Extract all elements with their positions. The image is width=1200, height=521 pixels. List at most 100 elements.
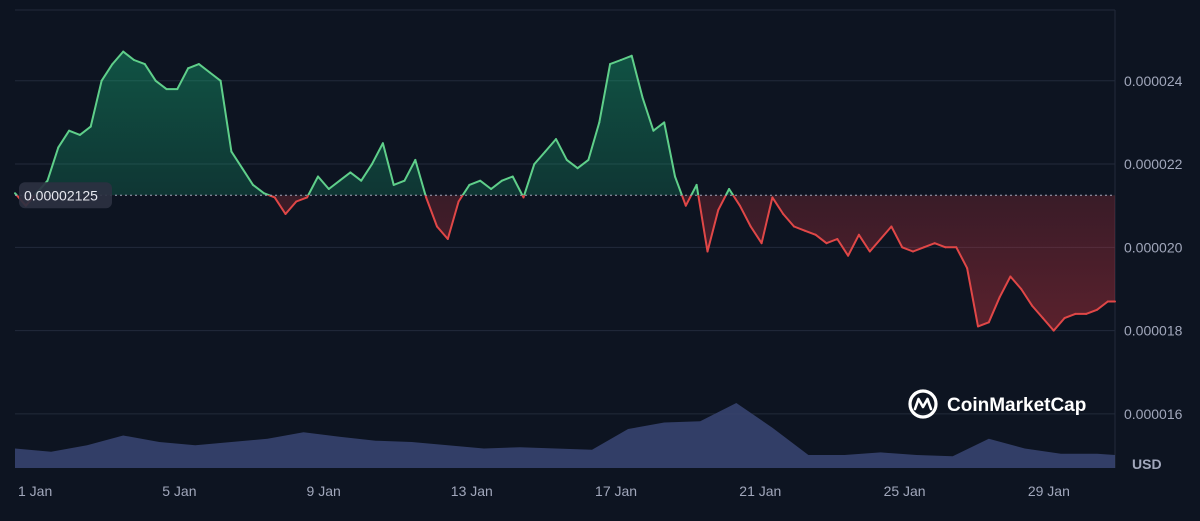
price-point [425, 196, 428, 199]
y-tick-label: 0.000024 [1124, 73, 1183, 89]
price-point [782, 213, 785, 215]
price-point [1009, 275, 1012, 278]
price-point [706, 250, 709, 253]
price-point [414, 158, 417, 161]
price-point [533, 163, 536, 166]
price-line [14, 50, 1116, 332]
x-tick-label: 21 Jan [739, 483, 781, 499]
price-point [1041, 317, 1044, 320]
price-point [262, 192, 265, 195]
price-point [1052, 329, 1055, 332]
price-point [1020, 288, 1023, 290]
price-point [46, 179, 49, 182]
price-point [933, 242, 936, 245]
price-point [1106, 300, 1109, 303]
price-point [663, 121, 666, 124]
price-point [197, 63, 200, 66]
price-point [576, 167, 579, 170]
price-point [446, 238, 449, 240]
price-point [944, 246, 947, 249]
price-point [381, 142, 384, 145]
price-point [793, 225, 795, 228]
price-point [371, 163, 373, 166]
price-point [803, 229, 806, 232]
coinmarketcap-watermark: CoinMarketCap [908, 389, 1086, 419]
price-point [133, 59, 135, 61]
price-point [295, 200, 298, 203]
price-point [555, 138, 557, 141]
price-point [154, 79, 157, 82]
volume-area [15, 403, 1115, 468]
price-point [879, 238, 882, 240]
price-point [57, 146, 60, 149]
x-tick-label: 9 Jan [307, 483, 341, 499]
price-point [403, 179, 406, 182]
baseline-label-box [19, 182, 112, 209]
price-point [695, 183, 698, 186]
price-point [479, 179, 482, 182]
price-point [1031, 304, 1033, 307]
price-point [327, 188, 330, 190]
y-axis: 0.000016 0.000018 0.000020 0.000022 0.000024… [1124, 73, 1183, 472]
price-point [273, 196, 276, 199]
price-point [457, 200, 460, 203]
price-point [338, 179, 341, 182]
price-point [966, 267, 969, 270]
price-point [674, 175, 676, 178]
price-point [349, 171, 352, 174]
price-point [89, 125, 92, 128]
price-point [392, 183, 395, 186]
price-point [500, 179, 503, 182]
price-point [619, 59, 622, 61]
price-point [847, 254, 850, 257]
price-point [230, 150, 233, 153]
price-point [1074, 312, 1077, 315]
price-point [360, 179, 363, 182]
price-point [165, 88, 168, 91]
price-point [922, 246, 925, 249]
price-point [284, 213, 287, 215]
price-point [490, 188, 493, 190]
price-point [977, 325, 979, 328]
price-point [684, 204, 687, 207]
price-point [955, 246, 958, 249]
price-point [609, 63, 612, 66]
x-tick-label: 5 Jan [162, 483, 196, 499]
price-point [1096, 308, 1098, 311]
price-point [241, 167, 244, 170]
area-below-baseline [15, 195, 1115, 331]
x-tick-label: 1 Jan [18, 483, 52, 499]
y-tick-label: 0.000018 [1124, 323, 1183, 339]
price-point [641, 96, 644, 99]
price-point [868, 250, 871, 253]
price-point [306, 196, 309, 199]
price-point [912, 250, 914, 253]
price-point [836, 238, 839, 240]
price-point [511, 175, 514, 178]
brand-name: CoinMarketCap [947, 395, 1086, 416]
price-point [68, 129, 71, 132]
baseline: 0.00002125 [15, 182, 1115, 209]
price-point [825, 242, 828, 245]
x-tick-label: 25 Jan [884, 483, 926, 499]
price-point [987, 321, 990, 324]
y-tick-label: 0.000020 [1124, 239, 1183, 255]
price-point [760, 242, 763, 245]
price-point [219, 79, 222, 82]
price-point [771, 196, 774, 199]
price-point [14, 192, 16, 195]
price-point [890, 225, 893, 228]
price-point [652, 129, 655, 132]
price-point [749, 225, 752, 228]
y-tick-label: 0.000016 [1124, 406, 1183, 422]
price-point [436, 225, 438, 228]
price-point [522, 196, 525, 199]
price-point [901, 246, 904, 249]
price-point [176, 88, 179, 91]
price-point [1063, 317, 1066, 320]
price-point [252, 183, 254, 186]
currency-unit-label: USD [1132, 456, 1162, 472]
price-point [468, 183, 471, 186]
price-point [565, 158, 568, 161]
